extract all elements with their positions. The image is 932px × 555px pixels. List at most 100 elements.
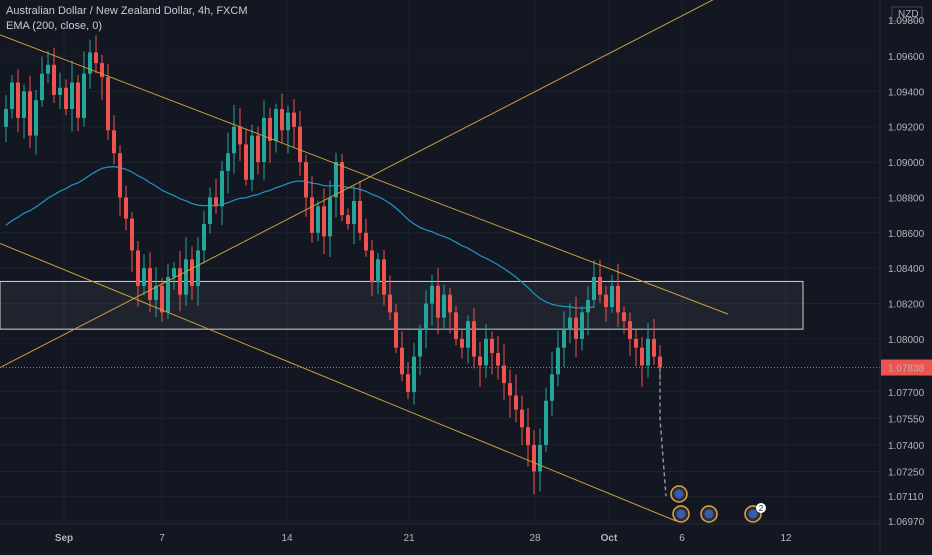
event-flag-dot [674, 489, 684, 499]
candle-body [538, 444, 542, 472]
candle-body [580, 312, 584, 339]
candle-body [400, 347, 404, 375]
ema-line [5, 166, 595, 309]
candle-body [496, 353, 500, 366]
event-flag-dot [704, 509, 714, 519]
candle-body [142, 268, 146, 286]
candle-body [526, 427, 530, 445]
candle-body [52, 64, 56, 95]
candle-body [454, 312, 458, 339]
candle-body [406, 374, 410, 392]
candle-body [124, 197, 128, 219]
candle-body [622, 312, 626, 322]
y-tick-label: 1.08000 [888, 335, 925, 346]
candle-body [658, 356, 662, 368]
trendlines [0, 0, 729, 522]
x-tick-label: 6 [679, 533, 685, 544]
trendline [0, 34, 729, 315]
event-flag-icon[interactable] [700, 505, 718, 523]
candle-body [490, 338, 494, 354]
candle-body [274, 109, 278, 141]
y-tick-label: 1.09200 [888, 123, 925, 134]
y-tick-label: 1.07110 [888, 492, 924, 503]
x-tick-label: 7 [159, 533, 165, 544]
candle-body [382, 259, 386, 295]
candle-body [358, 200, 362, 233]
candle-body [286, 112, 290, 131]
candle-body [220, 170, 224, 207]
event-flag-icon[interactable] [670, 485, 688, 503]
candle-body [544, 400, 548, 445]
candle-body [616, 285, 620, 313]
candle-body [88, 52, 92, 74]
candle-body [376, 259, 380, 283]
candle-body [352, 200, 356, 224]
candle-body [322, 206, 326, 237]
indicator-title[interactable]: EMA (200, close, 0) [6, 20, 102, 32]
x-tick-label: Oct [601, 533, 618, 544]
candle-body [100, 63, 104, 78]
candle-body [646, 338, 650, 366]
event-flag-icon[interactable] [672, 505, 690, 523]
trendline [0, 0, 714, 368]
candle-body [292, 112, 296, 127]
candle-body [166, 277, 170, 313]
candle-body [418, 330, 422, 357]
y-tick-label: 1.07250 [888, 467, 925, 478]
candle-body [574, 317, 578, 339]
event-count-text: 2 [759, 504, 764, 513]
y-tick-label: 1.06970 [888, 517, 925, 528]
y-tick-label: 1.08200 [888, 300, 925, 311]
projection-dashed-line [659, 367, 667, 497]
event-flag-dot [676, 509, 686, 519]
candle-body [22, 91, 26, 118]
y-tick-label: 1.09600 [888, 52, 925, 63]
candle-body [448, 294, 452, 313]
candle-body [178, 268, 182, 295]
candle-body [16, 82, 20, 118]
x-tick-label: 28 [529, 533, 541, 544]
candle-body [562, 330, 566, 348]
y-tick-label: 1.07550 [888, 414, 925, 425]
candle-body [310, 197, 314, 233]
candle-body [442, 294, 446, 318]
currency-box [891, 6, 923, 22]
candle-body [634, 338, 638, 348]
candle-body [340, 162, 344, 216]
candle-body [118, 153, 122, 198]
candle-body [4, 109, 8, 127]
candle-body [154, 285, 158, 300]
candle-body [256, 135, 260, 163]
candle-body [196, 250, 200, 286]
candle-body [532, 444, 536, 472]
candle-body [226, 153, 230, 171]
last-price-tag [881, 359, 932, 376]
candle-body [64, 87, 68, 110]
candle-body [412, 356, 416, 392]
candle-body [592, 277, 596, 300]
candle-body [370, 250, 374, 283]
candle-body [316, 206, 320, 233]
candle-body [334, 162, 338, 198]
candle-body [202, 223, 206, 251]
candle-body [28, 91, 32, 136]
candle-body [106, 77, 110, 131]
x-tick-label: 14 [281, 533, 293, 544]
candle-body [328, 197, 332, 237]
candle-body [604, 294, 608, 308]
candle-body [304, 162, 308, 198]
time-axis[interactable]: Sep 7 14 21 28 Oct 6 12 [55, 533, 792, 544]
candle-body [244, 144, 248, 180]
symbol-title[interactable]: Australian Dollar / New Zealand Dollar, … [6, 5, 248, 17]
candle-body [514, 395, 518, 410]
candle-body [112, 130, 116, 154]
candle-body [214, 197, 218, 207]
candle-body [364, 232, 368, 251]
candle-body [388, 294, 392, 313]
candle-body [94, 52, 98, 64]
y-tick-label: 1.07700 [888, 388, 925, 399]
candle-body [652, 338, 656, 357]
